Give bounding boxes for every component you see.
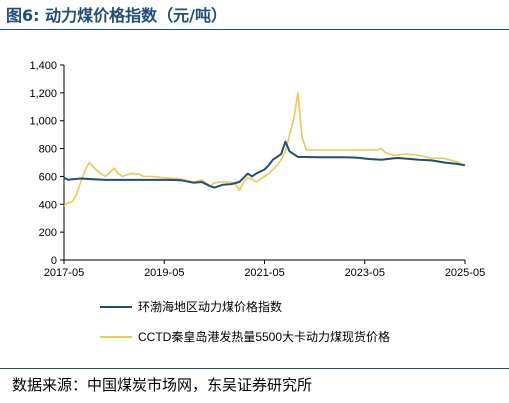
x-tick-label: 2017-05 <box>44 267 84 279</box>
x-tick-label: 2023-05 <box>345 267 385 279</box>
legend-label-1: 环渤海地区动力煤价格指数 <box>138 299 282 314</box>
series-line-2 <box>63 92 466 207</box>
x-tick-label: 2021-05 <box>244 267 284 279</box>
x-tick-label: 2025-05 <box>445 267 485 279</box>
top-rule <box>0 29 509 30</box>
x-tick-label: 2019-05 <box>144 267 184 279</box>
y-tick-label: 1,400 <box>29 60 57 72</box>
bottom-rule <box>0 368 509 369</box>
y-tick-label: 0 <box>51 255 57 267</box>
legend: 环渤海地区动力煤价格指数 CCTD秦皇岛港发热量5500大卡动力煤现货价格 <box>100 299 390 344</box>
y-tick-label: 1,000 <box>29 116 57 128</box>
y-ticks: 0 200 400 600 800 1,000 1,200 1,400 <box>29 60 64 267</box>
source-note: 数据来源：中国煤炭市场网，东吴证券研究所 <box>12 376 313 394</box>
legend-label-2: CCTD秦皇岛港发热量5500大卡动力煤现货价格 <box>138 329 390 344</box>
chart: 0 200 400 600 800 1,000 1,200 1,400 2017-05 2019… <box>29 60 485 344</box>
y-tick-label: 200 <box>39 227 57 239</box>
x-ticks: 2017-05 2019-05 2021-05 2023-05 2025-05 <box>44 260 485 279</box>
y-tick-label: 1,200 <box>29 88 57 100</box>
y-tick-label: 600 <box>39 171 57 183</box>
figure-title: 图6: 动力煤价格指数（元/吨） <box>6 6 227 25</box>
y-tick-label: 800 <box>39 144 57 156</box>
series-layer <box>63 92 466 207</box>
y-tick-label: 400 <box>39 199 57 211</box>
series-line-1 <box>63 140 466 189</box>
